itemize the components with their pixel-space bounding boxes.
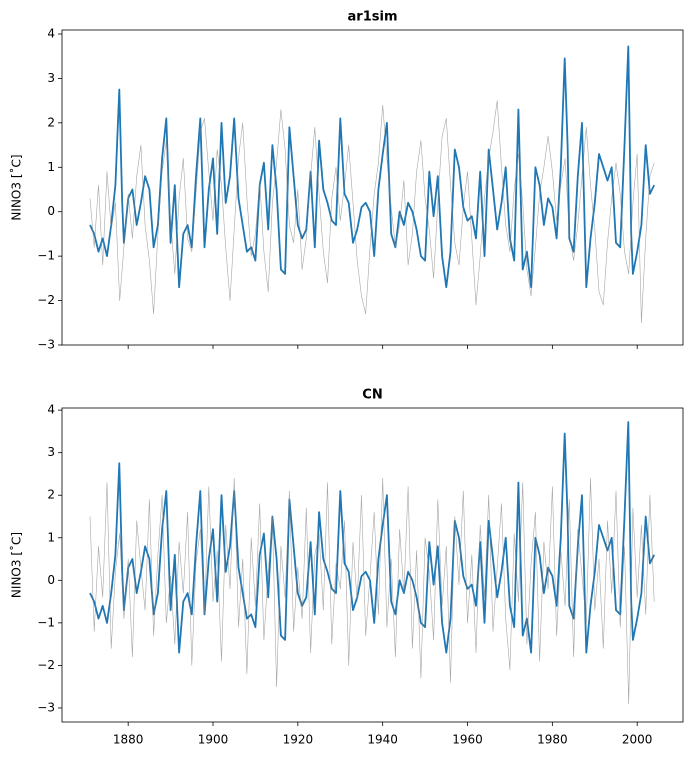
y-tick-label: −2 — [37, 293, 55, 307]
y-tick-label: 0 — [47, 204, 55, 218]
y-tick-label: −3 — [37, 338, 55, 352]
y-tick-label: −1 — [37, 249, 55, 263]
y-tick-label: −1 — [37, 615, 55, 629]
y-tick-label: −3 — [37, 700, 55, 714]
simulated-line — [89, 477, 655, 704]
observed-line — [89, 421, 656, 654]
y-axis-label: NINO3 [˚C] — [9, 154, 24, 220]
panel-title: ar1sim — [348, 10, 398, 25]
axes-frame — [61, 407, 684, 723]
y-tick-label: −2 — [37, 658, 55, 672]
x-tick-label: 1980 — [537, 733, 568, 747]
y-tick-label: 0 — [47, 573, 55, 587]
x-tick-label: 1940 — [367, 733, 398, 747]
x-tick-label: 1960 — [452, 733, 483, 747]
y-tick-label: 1 — [47, 160, 55, 174]
x-tick-label: 1920 — [283, 733, 314, 747]
y-axis-label: NINO3 [˚C] — [9, 532, 24, 598]
y-tick-label: 3 — [47, 445, 55, 459]
y-tick-label: 1 — [47, 530, 55, 544]
x-tick-label: 1880 — [113, 733, 144, 747]
panel: −3 −2 −1 0 1 2 3 4 ar1sim NINO3 [˚C] — [9, 10, 684, 352]
y-tick-label: 4 — [47, 26, 55, 40]
x-tick-label: 2000 — [622, 733, 653, 747]
simulated-line — [89, 100, 655, 324]
y-tick-label: 3 — [47, 71, 55, 85]
y-tick-label: 4 — [47, 403, 55, 417]
y-tick-label: 2 — [47, 488, 55, 502]
observed-line — [89, 45, 656, 289]
panel-title: CN — [362, 388, 382, 403]
x-tick-label: 1900 — [198, 733, 229, 747]
axes-frame — [61, 29, 684, 346]
panel: −3 −2 −1 0 1 2 3 4 1880 1900 1920 1940 1960 1980 2000 C… — [9, 388, 684, 747]
y-tick-label: 2 — [47, 115, 55, 129]
